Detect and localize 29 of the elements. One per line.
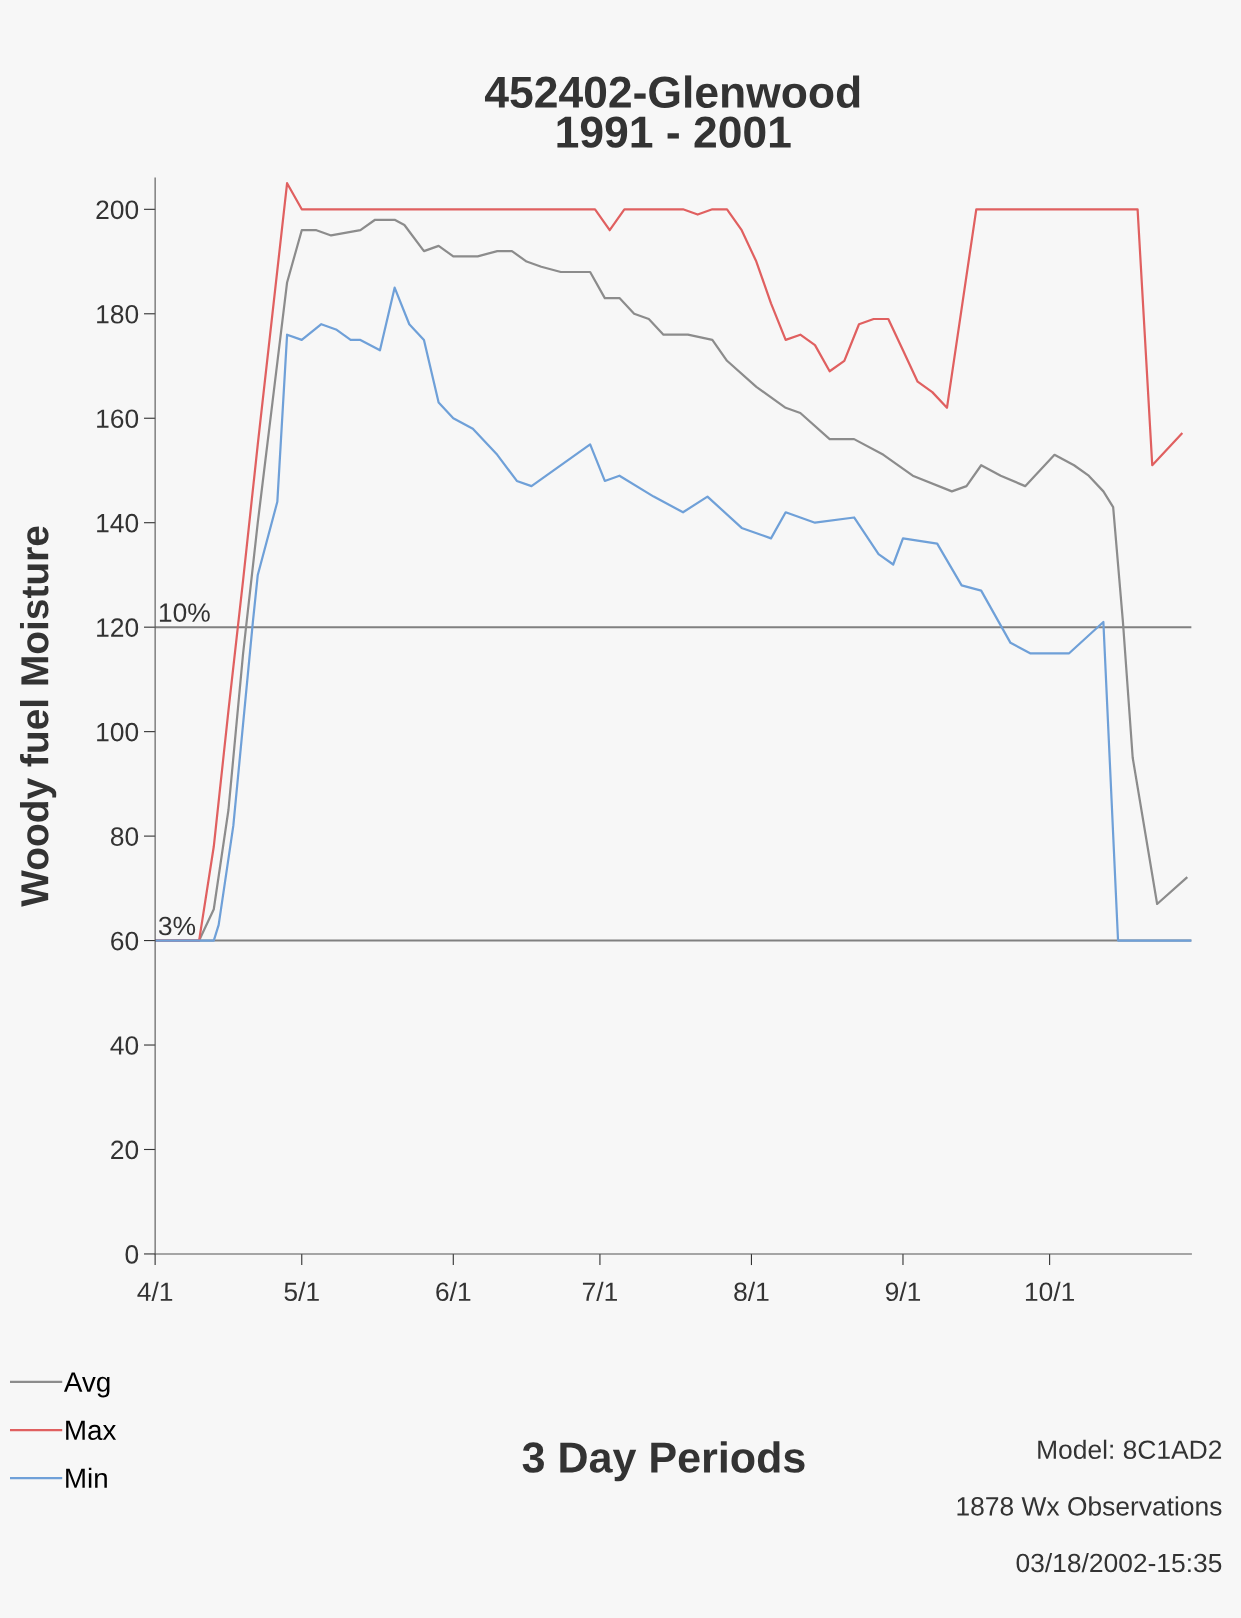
legend-label: Max [66,1420,117,1441]
x-tick-label: 10/1 [1025,1281,1075,1302]
y-axis-title: Woody fuel Moisture [19,526,57,907]
text: Model: 8C1AD2 [1038,1439,1222,1460]
y-tick-label: 200 [96,200,139,220]
y-tick-label: 40 [110,1036,139,1055]
y-tick-label: 80 [110,827,139,846]
chart-title: 452402-Glenwood 1991 - 2001 [484,75,860,148]
y-tick-label: 140 [97,513,139,533]
y-tick-label: 160 [97,409,139,429]
x-tick-label: 8/1 [734,1281,769,1302]
text: 03/18/2002-15:35 [1016,1552,1222,1573]
x-tick-label: 4/1 [137,1281,173,1302]
legend-label: Min [66,1467,107,1488]
y-tick-label: 0 [125,1245,139,1264]
x-tick-label: 9/1 [885,1281,921,1302]
annotation: 3% [158,916,196,936]
x-tick-label: 6/1 [436,1281,471,1302]
y-tick-label: 180 [97,304,139,324]
y-tick-label: 120 [97,618,139,637]
y-tick-label: 100 [97,722,139,742]
y-tick-label: 60 [111,931,139,951]
text: 1878 Wx Observations [957,1496,1222,1516]
x-tick-label: 5/1 [284,1281,319,1302]
x-axis-title: 3 Day Periods [522,1441,805,1482]
annotation: 10% [159,603,210,622]
x-tick-label: 7/1 [582,1281,617,1302]
legend-label: Avg [63,1372,110,1398]
y-tick-label: 20 [111,1140,139,1160]
